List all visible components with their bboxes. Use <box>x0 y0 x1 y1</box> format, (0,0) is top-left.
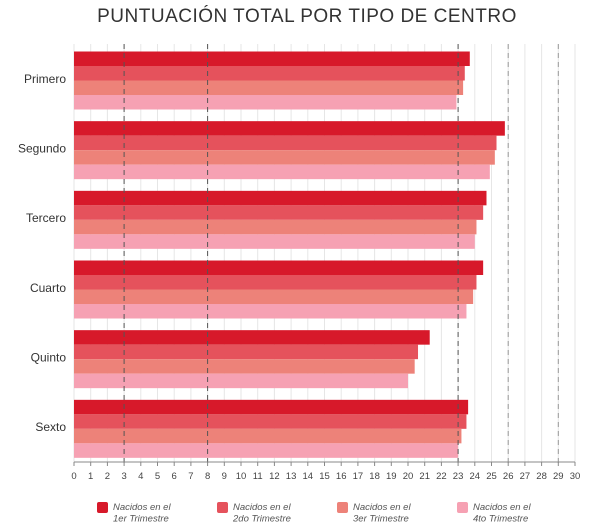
bar <box>74 219 477 235</box>
category-label: Cuarto <box>30 281 66 295</box>
category-labels: Primero Segundo Tercero Cuarto Quinto Sexto <box>18 72 66 434</box>
x-tick-label: 16 <box>336 471 347 482</box>
legend-swatch <box>97 502 108 513</box>
bar <box>74 414 467 429</box>
bars <box>74 51 505 458</box>
bar <box>74 428 462 444</box>
legend-swatch <box>457 502 468 513</box>
legend-label: 4to Trimestre <box>473 514 528 525</box>
bar <box>74 135 497 151</box>
x-tick-label: 5 <box>155 471 160 482</box>
x-tick-label: 13 <box>286 471 297 482</box>
legend-swatch <box>217 502 228 513</box>
bar <box>74 344 419 360</box>
x-tick-label: 24 <box>470 471 481 482</box>
bar <box>74 150 495 165</box>
x-tick-label: 8 <box>205 471 210 482</box>
x-tick-label: 17 <box>353 471 364 482</box>
x-tick-label: 18 <box>369 471 380 482</box>
x-tick-label: 14 <box>303 471 314 482</box>
bar <box>74 443 459 458</box>
category-label: Tercero <box>26 211 66 225</box>
x-tick-label: 4 <box>138 471 143 482</box>
x-tick-label: 0 <box>71 471 76 482</box>
x-tick-label: 15 <box>319 471 330 482</box>
legend-label: Nacidos en el <box>233 502 291 513</box>
bar <box>74 190 487 206</box>
x-tick-label: 9 <box>222 471 227 482</box>
x-tick-label: 12 <box>269 471 280 482</box>
bar <box>74 234 475 249</box>
bar <box>74 275 477 290</box>
bar <box>74 260 484 275</box>
bar <box>74 205 484 220</box>
legend-label: 2do Trimestre <box>232 514 291 525</box>
category-label: Quinto <box>31 351 67 365</box>
x-tick-label: 21 <box>419 471 430 482</box>
bar <box>74 80 464 95</box>
x-tick-label: 1 <box>88 471 93 482</box>
x-tick-label: 22 <box>436 471 447 482</box>
bar <box>74 121 505 136</box>
x-tick-label: 25 <box>486 471 497 482</box>
x-tick-label: 29 <box>553 471 564 482</box>
bar <box>74 373 408 389</box>
x-axis: 0 1 2 3 4 5 6 7 8 9 10 11 12 13 14 15 16 17 18 19 20 21 22 23 24… <box>71 461 581 482</box>
x-tick-label: 10 <box>236 471 247 482</box>
x-tick-label: 20 <box>403 471 414 482</box>
x-tick-label: 30 <box>570 471 581 482</box>
x-tick-label: 26 <box>503 471 514 482</box>
bar <box>74 164 490 180</box>
bar <box>74 359 415 374</box>
bar <box>74 399 469 415</box>
legend-label: 1er Trimestre <box>113 514 169 525</box>
x-tick-label: 6 <box>172 471 177 482</box>
bar <box>74 289 474 304</box>
x-tick-label: 11 <box>253 471 263 482</box>
x-tick-label: 23 <box>453 471 464 482</box>
legend-label: Nacidos en el <box>353 502 411 513</box>
x-tick-label: 3 <box>121 471 126 482</box>
legend-swatch <box>337 502 348 513</box>
bar <box>74 51 470 66</box>
category-label: Sexto <box>35 420 66 434</box>
reference-lines <box>123 44 559 465</box>
category-label: Primero <box>24 72 66 86</box>
legend-label: Nacidos en el <box>473 502 531 513</box>
x-tick-label: 19 <box>386 471 397 482</box>
legend-label: Nacidos en el <box>113 502 171 513</box>
bar <box>74 330 430 345</box>
gridlines <box>73 44 576 462</box>
chart-title: PUNTUACIÓN TOTAL POR TIPO DE CENTRO <box>97 5 517 27</box>
bar <box>74 95 457 110</box>
x-tick-label: 28 <box>536 471 547 482</box>
x-tick-label: 2 <box>105 471 110 482</box>
legend-label: 3er Trimestre <box>353 514 409 525</box>
category-label: Segundo <box>18 142 66 156</box>
bar <box>74 66 465 81</box>
bar <box>74 304 467 319</box>
x-tick-label: 7 <box>188 471 193 482</box>
x-tick-label: 27 <box>520 471 531 482</box>
